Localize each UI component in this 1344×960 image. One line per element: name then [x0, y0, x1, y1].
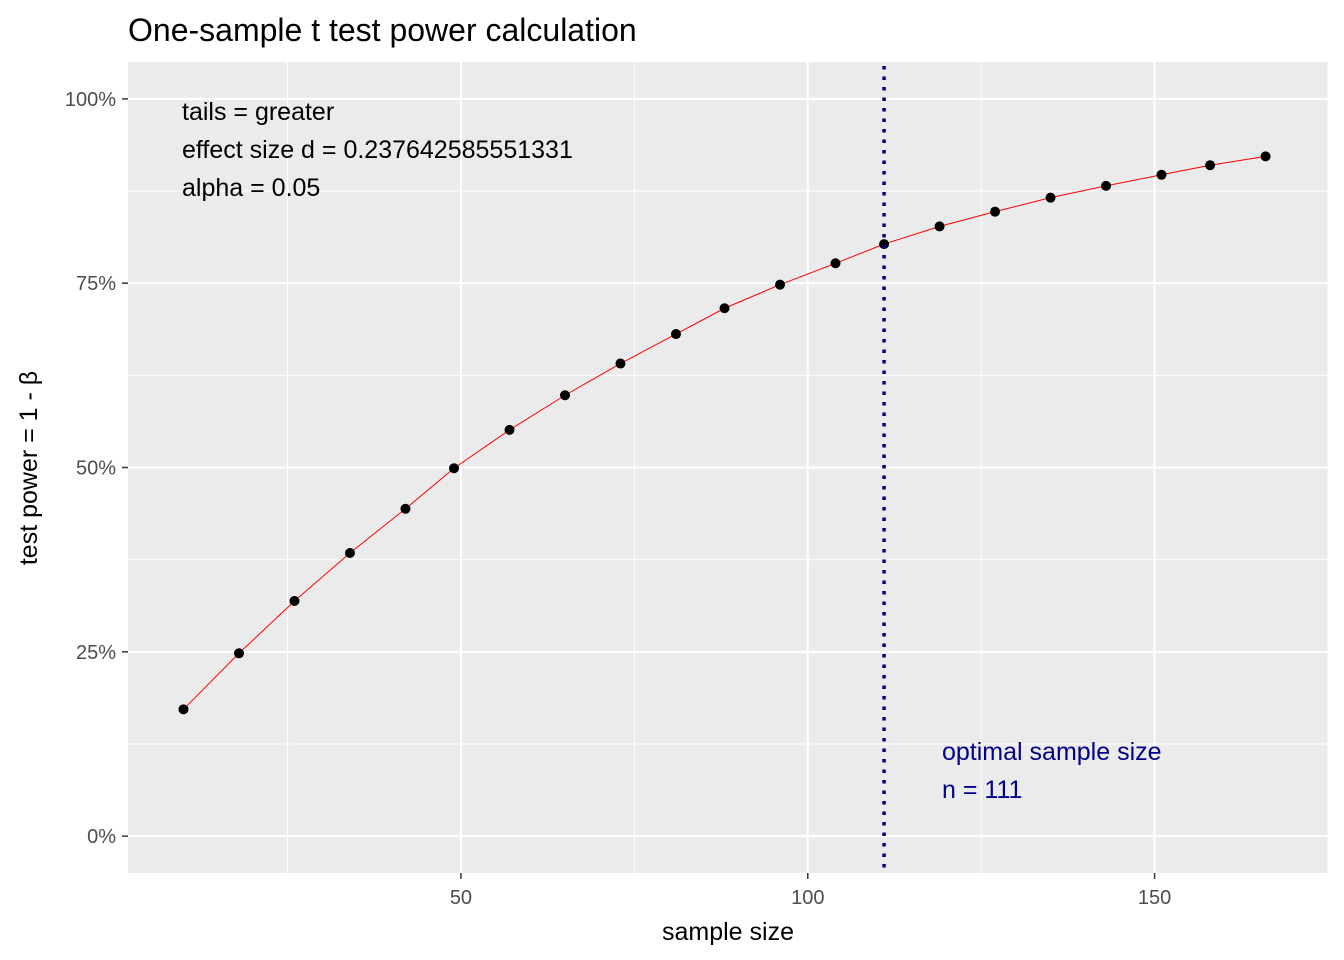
power-point: [990, 206, 1001, 217]
power-point: [879, 239, 890, 250]
x-tick-label: 150: [1138, 887, 1171, 909]
power-point: [1260, 151, 1271, 162]
x-tick-label: 100: [791, 887, 824, 909]
power-point: [775, 279, 786, 290]
power-point: [233, 648, 244, 659]
optimal-sample-size-label: optimal sample size: [942, 738, 1162, 766]
optimal-n-label: n = 111: [942, 776, 1022, 804]
power-point: [615, 358, 626, 369]
power-point: [178, 704, 189, 715]
y-axis-title: test power = 1 - β: [15, 371, 43, 565]
power-point: [830, 258, 841, 269]
power-point: [1156, 169, 1167, 180]
annotation-alpha: alpha = 0.05: [182, 174, 320, 202]
y-tick-label: 100%: [65, 89, 116, 111]
chart-title: One-sample t test power calculation: [128, 12, 637, 48]
y-tick-label: 0%: [87, 826, 116, 848]
power-point: [1101, 180, 1112, 191]
y-axis-ticks: 0% 25% 50% 75% 100%: [65, 89, 128, 848]
power-point: [719, 303, 730, 314]
power-point: [344, 548, 355, 559]
power-point: [670, 329, 681, 340]
major-gridlines: [128, 62, 1328, 873]
annotation-tails: tails = greater: [182, 98, 334, 126]
power-point: [289, 595, 300, 606]
y-tick-label: 50%: [76, 458, 116, 480]
power-point: [400, 503, 411, 514]
power-point: [934, 221, 945, 232]
power-point: [1045, 192, 1056, 203]
y-tick-label: 25%: [76, 642, 116, 664]
x-axis-title: sample size: [662, 918, 794, 946]
y-tick-label: 75%: [76, 273, 116, 295]
x-tick-label: 50: [450, 887, 472, 909]
power-points: [178, 151, 1271, 715]
x-axis-ticks: 50 100 150: [450, 873, 1171, 909]
annotation-effect-size: effect size d = 0.237642585551331: [182, 136, 573, 164]
power-point: [1205, 160, 1216, 171]
power-point: [504, 424, 515, 435]
power-point: [449, 463, 460, 474]
power-point: [559, 390, 570, 401]
